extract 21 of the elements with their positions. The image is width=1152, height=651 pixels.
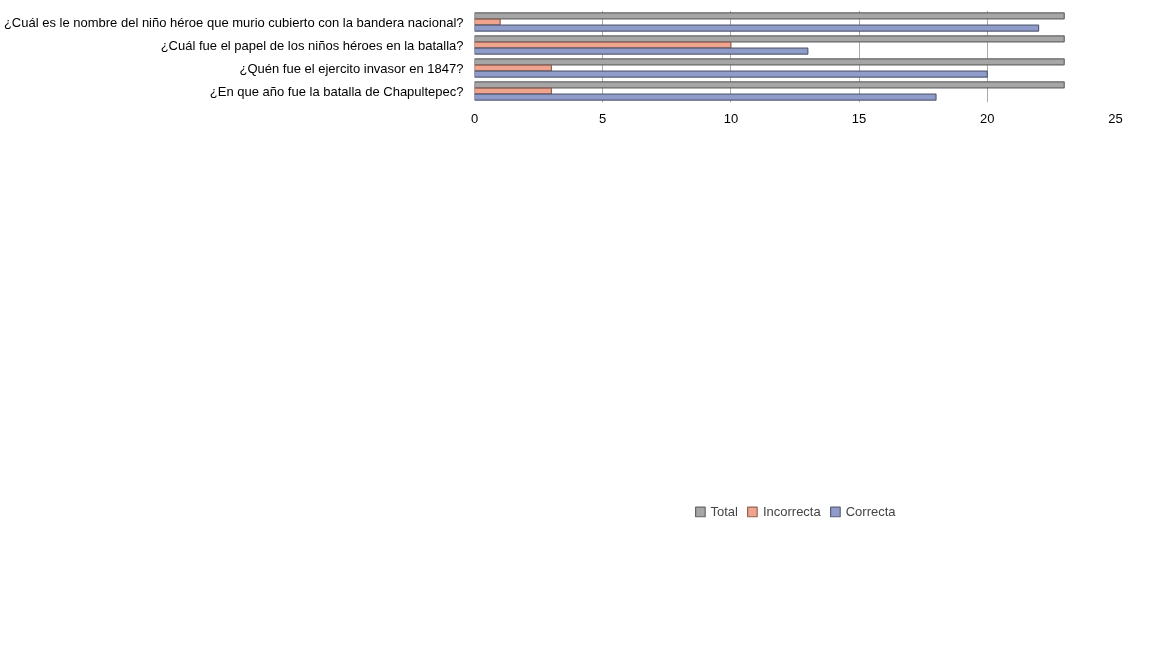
legend-label: Incorrecta bbox=[762, 503, 821, 519]
y-tick-label: ¿Quén fue el ejercito invasor en 1847? bbox=[239, 60, 464, 76]
x-tick-label: 25 bbox=[1108, 110, 1123, 126]
y-tick-label: ¿Cuál fue el papel de los niños héroes en la batalla? bbox=[160, 37, 464, 53]
x-tick-label: 20 bbox=[980, 110, 995, 126]
bar bbox=[474, 70, 988, 78]
bar bbox=[474, 93, 937, 101]
y-tick-label: ¿En que año fue la batalla de Chapultepec? bbox=[209, 83, 464, 99]
bar bbox=[474, 47, 809, 55]
x-tick-label: 15 bbox=[851, 110, 867, 126]
y-tick-label: ¿Cuál es le nombre del niño héroe que murio cubierto con la bandera nacional? bbox=[3, 14, 464, 30]
bar bbox=[474, 24, 1040, 32]
x-tick-label: 5 bbox=[599, 110, 607, 126]
legend-label: Correcta bbox=[845, 503, 896, 519]
bar bbox=[474, 18, 501, 26]
legend-label: Total bbox=[710, 503, 738, 519]
bar bbox=[474, 64, 553, 72]
bar bbox=[474, 41, 732, 49]
x-tick-label: 10 bbox=[723, 110, 739, 126]
x-tick-label: 0 bbox=[470, 110, 479, 126]
bar bbox=[474, 87, 553, 95]
